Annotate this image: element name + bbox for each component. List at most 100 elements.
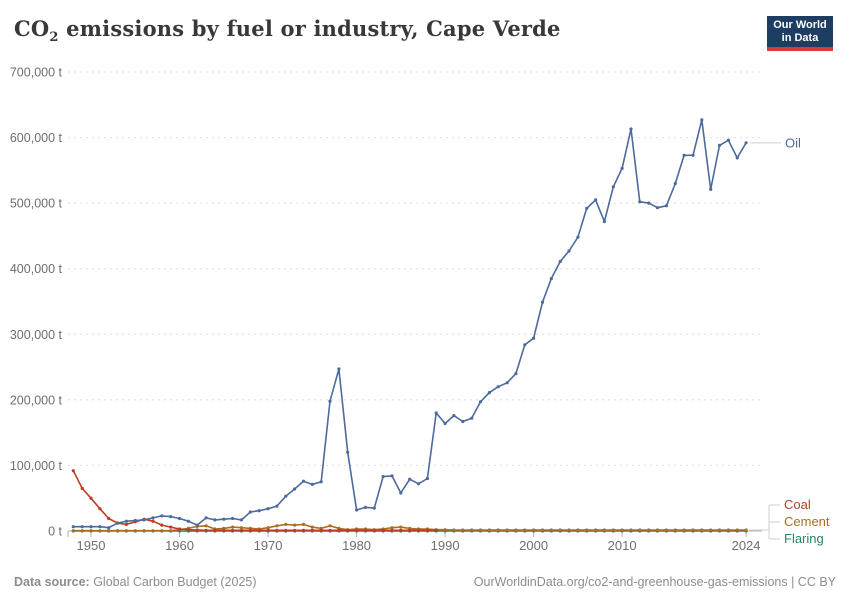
y-axis-label: 400,000 t — [10, 262, 63, 276]
data-point-oil — [177, 516, 182, 521]
data-point-coal — [363, 528, 367, 532]
data-point-oil — [372, 506, 376, 510]
data-point-cement — [726, 528, 731, 532]
data-point-oil — [505, 381, 509, 385]
legend-label-flaring[interactable]: Flaring — [784, 531, 824, 546]
x-axis-label: 2024 — [732, 538, 761, 553]
data-point-cement — [691, 528, 695, 532]
data-point-cement — [461, 528, 465, 532]
data-point-coal — [408, 528, 412, 532]
data-point-cement — [310, 525, 314, 529]
data-point-cement — [399, 525, 403, 529]
owid-logo-line2: in Data — [781, 31, 819, 44]
data-point-oil — [514, 372, 518, 376]
data-point-oil — [416, 482, 421, 486]
data-point-oil — [257, 509, 261, 513]
data-point-oil — [89, 525, 93, 529]
series-oil[interactable] — [71, 118, 748, 530]
data-point-coal — [160, 523, 164, 527]
data-point-coal — [337, 528, 341, 532]
data-point-oil — [549, 277, 553, 281]
data-point-oil — [735, 156, 739, 160]
data-point-cement — [558, 528, 562, 532]
data-point-oil — [186, 519, 190, 523]
data-point-cement — [142, 529, 146, 533]
data-point-oil — [98, 525, 102, 529]
data-point-coal — [177, 527, 182, 531]
x-axis-label: 1960 — [165, 538, 194, 553]
data-point-oil — [425, 476, 429, 481]
data-point-cement — [239, 526, 244, 530]
data-point-oil — [266, 507, 270, 511]
data-point-oil — [204, 516, 208, 520]
data-point-oil — [682, 153, 686, 157]
data-point-coal — [204, 528, 208, 532]
data-point-oil — [594, 198, 598, 202]
data-point-oil — [239, 518, 244, 522]
legend-label-oil[interactable]: Oil — [785, 135, 801, 150]
data-point-cement — [682, 528, 686, 532]
data-point-cement — [133, 529, 137, 533]
data-point-cement — [629, 528, 633, 532]
chart-footer: Data source: Global Carbon Budget (2025)… — [14, 575, 836, 589]
data-point-cement — [443, 528, 447, 532]
data-point-oil — [470, 416, 474, 420]
baseline-legend-bracket — [749, 504, 780, 540]
data-point-cement — [540, 528, 545, 532]
data-point-oil — [222, 517, 226, 521]
data-point-cement — [107, 529, 111, 533]
data-point-oil — [611, 185, 615, 189]
data-point-oil — [248, 510, 252, 514]
data-point-cement — [514, 528, 518, 532]
data-point-oil — [284, 494, 288, 498]
data-point-coal — [372, 528, 376, 532]
data-point-cement — [735, 528, 739, 532]
data-point-cement — [744, 528, 748, 532]
data-point-oil — [310, 482, 314, 486]
data-point-oil — [576, 235, 580, 239]
title-co: CO — [14, 16, 50, 41]
data-point-oil — [487, 391, 491, 395]
data-point-oil — [709, 187, 713, 191]
data-point-cement — [523, 528, 527, 532]
data-point-cement — [169, 529, 173, 533]
series-line-oil — [72, 119, 747, 529]
data-point-oil — [673, 181, 677, 186]
data-point-cement — [71, 529, 75, 533]
data-point-oil — [133, 518, 137, 523]
data-point-coal — [248, 528, 252, 532]
data-point-oil — [71, 525, 75, 529]
data-point-cement — [647, 528, 651, 532]
data-point-oil — [363, 505, 367, 509]
data-point-oil — [478, 400, 483, 404]
data-point-oil — [620, 166, 624, 170]
y-axis-label: 500,000 t — [10, 197, 63, 211]
data-point-coal — [310, 528, 314, 532]
data-point-coal — [124, 522, 128, 527]
owid-logo[interactable]: Our World in Data — [767, 16, 833, 51]
data-point-coal — [275, 528, 279, 532]
data-point-oil — [151, 516, 155, 520]
legend-label-cement[interactable]: Cement — [784, 514, 830, 529]
data-point-cement — [470, 528, 474, 532]
data-point-cement — [266, 526, 270, 530]
data-point-oil — [107, 526, 111, 530]
attribution[interactable]: OurWorldinData.org/co2-and-greenhouse-ga… — [473, 575, 836, 589]
data-point-oil — [319, 480, 323, 484]
data-point-oil — [655, 206, 660, 210]
data-point-coal — [222, 528, 226, 532]
data-point-cement — [328, 524, 332, 528]
data-point-cement — [124, 529, 128, 533]
data-point-oil — [169, 515, 173, 519]
legend-label-coal[interactable]: Coal — [784, 497, 811, 512]
data-point-cement — [284, 522, 288, 527]
data-point-cement — [452, 528, 456, 532]
data-point-oil — [452, 414, 456, 418]
data-point-cement — [611, 528, 615, 532]
data-point-oil — [602, 219, 607, 224]
x-axis-label: 2000 — [519, 538, 548, 553]
data-point-oil — [160, 514, 164, 518]
data-point-coal — [319, 528, 323, 532]
data-point-cement — [585, 528, 589, 532]
